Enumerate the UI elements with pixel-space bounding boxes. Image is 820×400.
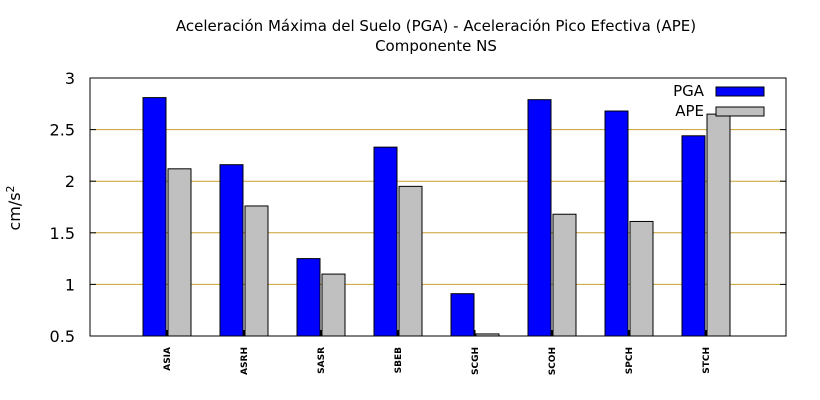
y-tick-label: 1 bbox=[65, 275, 75, 294]
bar-pga-spch bbox=[604, 110, 629, 337]
y-tick-label: 0.5 bbox=[50, 327, 75, 346]
legend-swatch-pga bbox=[715, 86, 765, 97]
bar-pga-scoh bbox=[527, 99, 552, 337]
legend-swatch-ape bbox=[715, 106, 765, 117]
chart-subtitle: Componente NS bbox=[375, 37, 497, 55]
y-axis-label: cm/s2 bbox=[4, 185, 24, 230]
x-ticks: ASIA ASRH SASR SBEB SCGH SCOH SPCH STCH bbox=[163, 330, 712, 375]
legend-label-pga: PGA bbox=[673, 82, 705, 100]
x-tick-label: SCOH bbox=[548, 347, 558, 375]
x-tick-label: SPCH bbox=[625, 347, 635, 374]
bar-ape-sbeb bbox=[398, 185, 423, 337]
bar-ape-scoh bbox=[552, 213, 577, 337]
y-tick-label: 1.5 bbox=[50, 224, 75, 243]
bar-pga-stch bbox=[681, 135, 706, 337]
bar-pga-asia bbox=[142, 97, 167, 337]
bar-pga-sbeb bbox=[373, 146, 398, 337]
y-tick-label: 3 bbox=[65, 69, 75, 88]
y-tick-label: 2 bbox=[65, 172, 75, 191]
x-tick-label: ASIA bbox=[163, 347, 173, 371]
bar-ape-stch bbox=[706, 113, 731, 337]
grid-lines bbox=[90, 129, 786, 285]
bar-pga-scgh bbox=[450, 293, 475, 337]
bar-pga-sasr bbox=[296, 258, 321, 337]
bar-ape-asia bbox=[167, 168, 192, 337]
x-tick-label: SCGH bbox=[471, 347, 481, 375]
plot-frame bbox=[89, 77, 787, 337]
x-tick-label: ASRH bbox=[240, 347, 250, 375]
y-axis-label-superscript: 2 bbox=[4, 185, 17, 192]
bars bbox=[142, 97, 731, 337]
x-tick-label: SASR bbox=[317, 347, 327, 374]
x-tick-label: STCH bbox=[702, 347, 712, 374]
bar-pga-asrh bbox=[219, 164, 244, 337]
bar-ape-spch bbox=[629, 220, 654, 337]
legend-label-ape: APE bbox=[675, 102, 704, 120]
chart-title: Aceleración Máxima del Suelo (PGA) - Ace… bbox=[176, 17, 696, 35]
bar-ape-asrh bbox=[244, 205, 269, 337]
y-tick-label: 2.5 bbox=[50, 121, 75, 140]
legend: PGA APE bbox=[673, 82, 765, 120]
x-tick-label: SBEB bbox=[394, 347, 404, 373]
bar-ape-sasr bbox=[321, 273, 346, 337]
y-axis-label-text: cm/s bbox=[5, 192, 24, 230]
